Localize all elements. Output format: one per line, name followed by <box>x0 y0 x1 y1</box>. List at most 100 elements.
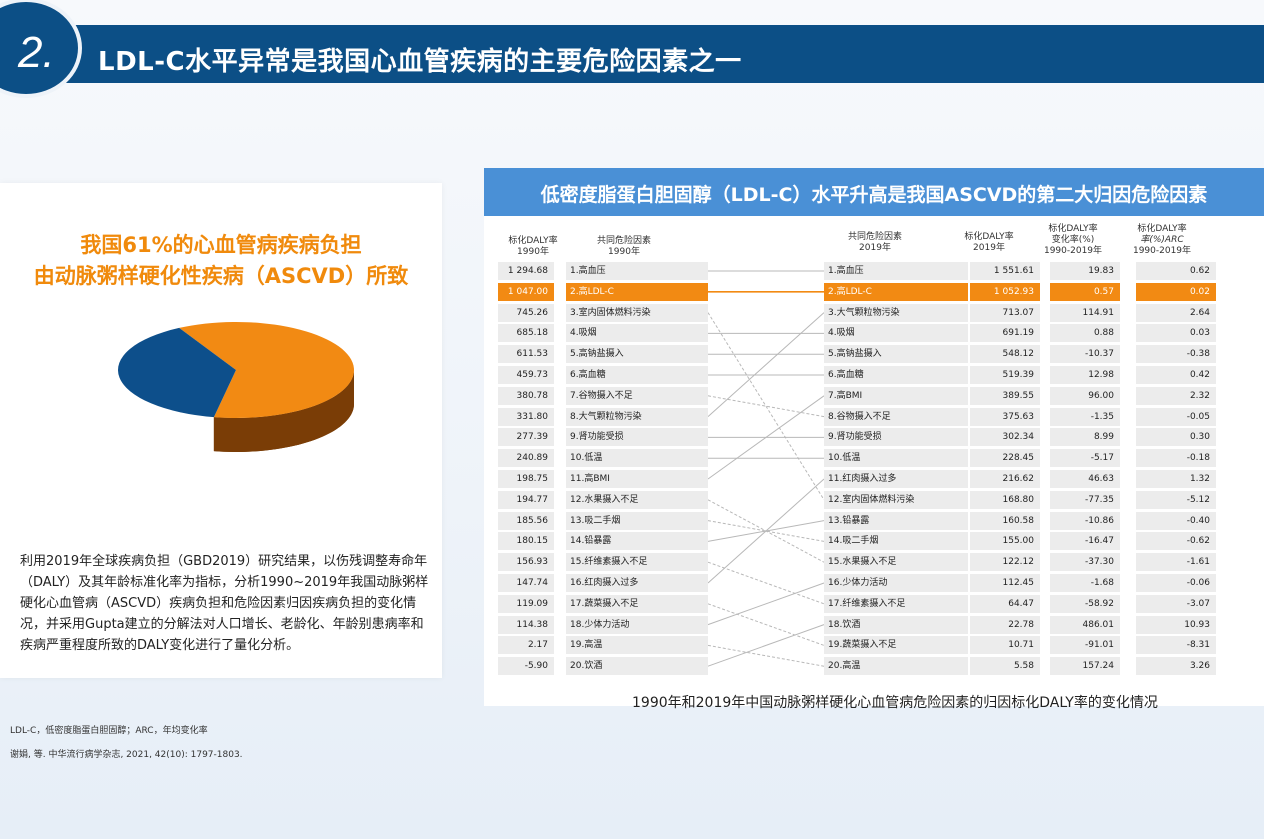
change-rate-cell: 8.99 <box>1050 428 1120 447</box>
risk-2019-cell: 10.低温 <box>824 449 968 468</box>
rank-connector-lines <box>707 270 825 667</box>
risk-1990-cell: 12.水果摄入不足 <box>566 490 708 509</box>
arc-cell: -5.12 <box>1136 490 1216 509</box>
daly-2019-cell: 160.58 <box>970 511 1040 530</box>
risk-1990-cell: 20.饮酒 <box>566 657 708 676</box>
section-number: 2. <box>18 28 55 77</box>
risk-2019-cell: 3.大气颗粒物污染 <box>824 303 968 322</box>
change-rate-cell: 19.83 <box>1050 262 1120 280</box>
arc-cell: -3.07 <box>1136 594 1216 613</box>
arc-cell: -0.38 <box>1136 345 1216 364</box>
risk-1990-cell: 17.蔬菜摄入不足 <box>566 594 708 613</box>
risk-2019-cell: 16.少体力活动 <box>824 574 968 592</box>
risk-2019-cell: 19.蔬菜摄入不足 <box>824 636 968 655</box>
risk-2019-cell: 15.水果摄入不足 <box>824 553 968 572</box>
daly-2019-cell: 548.12 <box>970 345 1040 364</box>
daly-1990-cell: 2.17 <box>498 636 554 655</box>
risk-2019-cell: 8.谷物摄入不足 <box>824 407 968 426</box>
header-bar <box>0 25 1264 83</box>
arc-cell: -0.06 <box>1136 574 1216 592</box>
risk-2019-cell: 12.室内固体燃料污染 <box>824 490 968 509</box>
study-description: 利用2019年全球疾病负担（GBD2019）研究结果，以伤残调整寿命年（DALY… <box>20 554 429 653</box>
change-rate-cell: -77.35 <box>1050 490 1120 509</box>
daly-1990-cell: 240.89 <box>498 449 554 468</box>
ascvd-share-pie-chart <box>118 322 354 452</box>
daly-2019-cell: 389.55 <box>970 386 1040 405</box>
rank-connector-line <box>707 312 825 417</box>
arc-cell: -1.61 <box>1136 553 1216 572</box>
daly-2019-cell: 155.00 <box>970 532 1040 551</box>
arc-cell: 10.93 <box>1136 615 1216 634</box>
risk-1990-cell: 11.高BMI <box>566 470 708 488</box>
daly-1990-cell: 1 294.68 <box>498 262 554 280</box>
daly-2019-cell: 168.80 <box>970 490 1040 509</box>
change-rate-cell: 0.88 <box>1050 324 1120 343</box>
change-rate-cell: 157.24 <box>1050 657 1120 676</box>
summary-heading-line2: 由动脉粥样硬化性疾病（ASCVD）所致 <box>33 264 409 288</box>
daly-2019-cell: 228.45 <box>970 449 1040 468</box>
daly-1990-cell: 380.78 <box>498 386 554 405</box>
risk-1990-cell: 3.室内固体燃料污染 <box>566 303 708 322</box>
change-rate-cell: 0.57 <box>1050 282 1120 301</box>
summary-heading-line1: 我国61%的心血管病疾病负担 <box>80 233 362 257</box>
risk-2019-cell: 4.吸烟 <box>824 324 968 343</box>
arc-cell: 0.42 <box>1136 366 1216 384</box>
daly-2019-cell: 22.78 <box>970 615 1040 634</box>
daly-2019-cell: 1 551.61 <box>970 262 1040 280</box>
arc-cell: 1.32 <box>1136 470 1216 488</box>
risk-1990-cell: 10.低温 <box>566 449 708 468</box>
rank-connector-line <box>707 582 825 626</box>
daly-1990-cell: 114.38 <box>498 615 554 634</box>
change-rate-cell: -37.30 <box>1050 553 1120 572</box>
risk-1990-cell: 15.纤维素摄入不足 <box>566 553 708 572</box>
rank-connector-line <box>707 644 825 667</box>
rank-connector-line <box>707 312 825 501</box>
daly-2019-cell: 713.07 <box>970 303 1040 322</box>
risk-2019-cell: 13.铅暴露 <box>824 511 968 530</box>
risk-1990-cell: 16.红肉摄入过多 <box>566 574 708 592</box>
daly-2019-cell: 112.45 <box>970 574 1040 592</box>
column-header-risk-2019: 共同危险因素 2019年 <box>847 232 902 253</box>
pie-slice-orange <box>179 322 354 418</box>
risk-2019-cell: 9.肾功能受损 <box>824 428 968 447</box>
daly-2019-cell: 10.71 <box>970 636 1040 655</box>
risk-1990-cell: 6.高血糖 <box>566 366 708 384</box>
column-header-change-rate: 标化DALY率 变化率(%) 1990-2019年 <box>1043 224 1103 256</box>
arc-cell: 2.64 <box>1136 303 1216 322</box>
daly-1990-cell: 277.39 <box>498 428 554 447</box>
daly-1990-cell: 194.77 <box>498 490 554 509</box>
change-rate-cell: 46.63 <box>1050 470 1120 488</box>
change-rate-cell: -91.01 <box>1050 636 1120 655</box>
arc-cell: -0.62 <box>1136 532 1216 551</box>
pie-orange-side-b <box>213 370 354 452</box>
pie-slice-blue <box>118 327 236 418</box>
column-header-risk-1990: 共同危险因素 1990年 <box>596 236 651 257</box>
page-title: LDL-C水平异常是我国心血管疾病的主要危险因素之一 <box>98 47 742 77</box>
summary-heading: 我国61%的心血管病疾病负担 由动脉粥样硬化性疾病（ASCVD）所致 <box>0 230 442 292</box>
change-rate-cell: -5.17 <box>1050 449 1120 468</box>
change-rate-cell: -16.47 <box>1050 532 1120 551</box>
daly-1990-cell: 745.26 <box>498 303 554 322</box>
risk-2019-cell: 2.高LDL-C <box>824 282 968 301</box>
reference-citation: 谢娟, 等. 中华流行病学杂志, 2021, 42(10): 1797-1803… <box>10 750 243 760</box>
column-header-arc: 标化DALY率 率(%)ARC 1990-2019年 <box>1132 224 1192 256</box>
daly-2019-cell: 519.39 <box>970 366 1040 384</box>
column-header-daly-1990: 标化DALY率 1990年 <box>508 236 558 257</box>
daly-1990-cell: 156.93 <box>498 553 554 572</box>
arc-cell: -0.18 <box>1136 449 1216 468</box>
rank-connector-line <box>707 561 825 605</box>
rank-connector-line <box>707 478 825 584</box>
risk-1990-cell: 19.高温 <box>566 636 708 655</box>
daly-1990-cell: 119.09 <box>498 594 554 613</box>
risk-1990-cell: 2.高LDL-C <box>566 282 708 301</box>
figure-caption: 1990年和2019年中国动脉粥样硬化心血管病危险因素的归因标化DALY率的变化… <box>632 695 1158 711</box>
change-rate-cell: -1.68 <box>1050 574 1120 592</box>
risk-factor-ranking-panel: 低密度脂蛋白胆固醇（LDL-C）水平升高是我国ASCVD的第二大归因危险因素 标… <box>484 168 1264 711</box>
daly-2019-cell: 5.58 <box>970 657 1040 676</box>
risk-2019-cell: 11.红肉摄入过多 <box>824 470 968 488</box>
ranking-title: 低密度脂蛋白胆固醇（LDL-C）水平升高是我国ASCVD的第二大归因危险因素 <box>540 184 1208 206</box>
arc-cell: -0.05 <box>1136 407 1216 426</box>
risk-1990-cell: 4.吸烟 <box>566 324 708 343</box>
daly-2019-cell: 302.34 <box>970 428 1040 447</box>
arc-cell: -8.31 <box>1136 636 1216 655</box>
